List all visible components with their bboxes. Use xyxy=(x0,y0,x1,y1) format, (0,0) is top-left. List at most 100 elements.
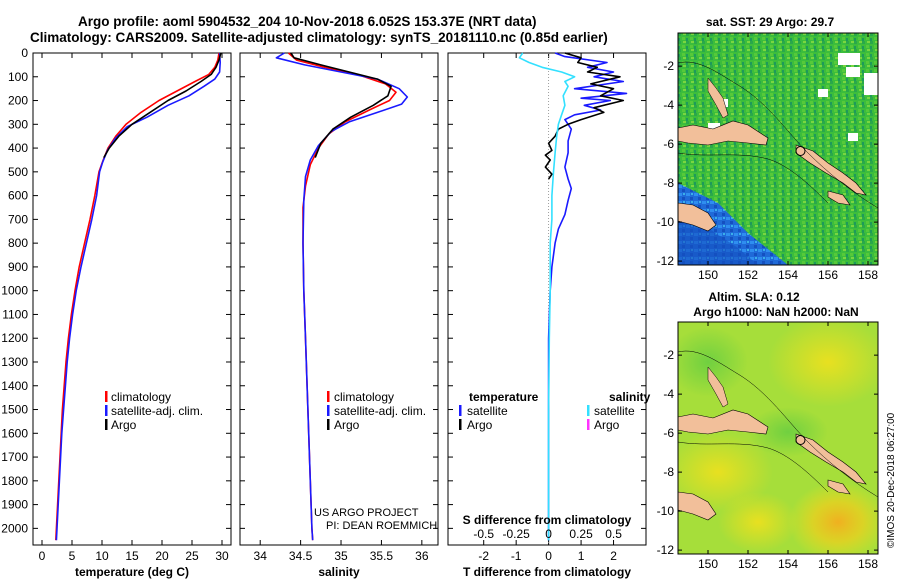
s-tick-label: -0.25 xyxy=(502,527,530,541)
depth-tick-label: 1600 xyxy=(1,426,28,440)
depth-tick-label: 1000 xyxy=(1,284,28,298)
map-x-tick-label: 150 xyxy=(698,557,718,571)
t-diff-xlabel: T difference from climatology xyxy=(463,565,631,579)
sst-map-title: sat. SST: 29 Argo: 29.7 xyxy=(706,15,835,29)
legend-swatch-climatology xyxy=(105,391,108,402)
series-satellite-adj-clim- xyxy=(275,52,409,541)
x-tick-label: 10 xyxy=(95,549,109,563)
s-tick-label: 0.25 xyxy=(569,527,593,541)
depth-tick-label: 400 xyxy=(8,141,28,155)
depth-tick-label: 1400 xyxy=(1,379,28,393)
x-tick-label: 20 xyxy=(155,549,169,563)
series-t-argo xyxy=(544,52,625,180)
depth-tick-label: 300 xyxy=(8,117,28,131)
map-y-tick-label: -8 xyxy=(663,176,674,190)
legend-satellite: satellite-adj. clim. xyxy=(334,404,426,418)
map-y-tick-label: -4 xyxy=(663,98,674,112)
difference-legend: temperature satellite Argo salinity sate… xyxy=(459,390,651,432)
x-tick-label: 1 xyxy=(578,549,585,563)
credit-line1: US ARGO PROJECT xyxy=(314,507,419,519)
credit-line2: PI: DEAN ROEMMICH xyxy=(326,520,437,532)
map-x-tick-label: 154 xyxy=(778,557,798,571)
map-x-tick-label: 156 xyxy=(818,557,838,571)
legend-swatch-satellite xyxy=(327,405,330,416)
depth-tick-label: 100 xyxy=(8,70,28,84)
s-tick-label: -0.5 xyxy=(473,527,494,541)
argo-position-marker xyxy=(795,146,806,156)
map-x-tick-label: 158 xyxy=(858,268,878,282)
temperature-xlabel: temperature (deg C) xyxy=(75,565,189,579)
x-tick-label: 2 xyxy=(610,549,617,563)
sst-map-panel: sat. SST: 29 Argo: 29.7 150 152 154 156 158 -… xyxy=(657,15,879,282)
depth-tick-label: 1900 xyxy=(1,498,28,512)
depth-tick-label: 1200 xyxy=(1,331,28,345)
sla-map xyxy=(678,322,878,554)
series-argo xyxy=(290,52,392,158)
legend-swatch-satellite xyxy=(105,405,108,416)
sla-map-title1: Altim. SLA: 0.12 xyxy=(708,290,800,304)
depth-tick-label: 900 xyxy=(8,260,28,274)
map-y-tick-label: -8 xyxy=(663,465,674,479)
map-x-tick-label: 156 xyxy=(818,268,838,282)
series-t-satellite xyxy=(547,52,628,541)
depth-tick-label: 1800 xyxy=(1,474,28,488)
legend-argo: Argo xyxy=(334,418,360,432)
legend-t-satellite: satellite xyxy=(467,404,508,418)
map-y-tick-label: -4 xyxy=(663,387,674,401)
depth-tick-label: 200 xyxy=(8,94,28,108)
s-tick-label: 0 xyxy=(545,527,552,541)
x-tick-label: -1 xyxy=(511,549,522,563)
temperature-panel: 0 5 10 15 20 25 30 0 100 200 300 400 500 600 700 800 90… xyxy=(1,46,232,579)
x-tick-label: 35 xyxy=(334,549,348,563)
series-satellite-adj-clim- xyxy=(55,52,221,541)
legend-swatch-t-argo xyxy=(459,419,462,430)
map-y-tick-label: -12 xyxy=(657,254,675,268)
map-x-tick-label: 158 xyxy=(858,557,878,571)
map-y-tick-label: -2 xyxy=(663,348,674,362)
legend-swatch-argo xyxy=(105,419,108,430)
difference-panel: -2 -1 0 1 2 -0.5 -0.25 0 0.25 0.5 S difference f… xyxy=(447,52,651,579)
argo-position-marker xyxy=(795,435,806,445)
legend-swatch-s-satellite xyxy=(587,405,590,416)
temperature-legend: climatology satellite-adj. clim. Argo xyxy=(105,390,203,432)
depth-tick-label: 2000 xyxy=(1,521,28,535)
map-y-tick-label: -12 xyxy=(657,543,675,557)
map-x-tick-label: 152 xyxy=(738,268,758,282)
x-tick-label: 0 xyxy=(39,549,46,563)
legend-temperature-header: temperature xyxy=(469,390,539,404)
legend-s-satellite: satellite xyxy=(594,404,635,418)
s-diff-xlabel: S difference from climatology xyxy=(463,513,632,527)
map-y-tick-label: -10 xyxy=(657,504,675,518)
salinity-diff-ticks: -0.5 -0.25 0 0.25 0.5 xyxy=(473,527,622,541)
depth-tick-label: 800 xyxy=(8,236,28,250)
depth-tick-label: 1300 xyxy=(1,355,28,369)
legend-climatology: climatology xyxy=(111,390,171,404)
x-tick-label: 34.5 xyxy=(289,549,313,563)
map-y-tick-label: -2 xyxy=(663,59,674,73)
x-tick-label: 25 xyxy=(185,549,199,563)
depth-tick-label: 1500 xyxy=(1,403,28,417)
map-y-tick-label: -6 xyxy=(663,426,674,440)
legend-t-argo: Argo xyxy=(467,418,493,432)
s-tick-label: 0.5 xyxy=(605,527,622,541)
salinity-xlabel: salinity xyxy=(318,565,360,579)
legend-swatch-argo xyxy=(327,419,330,430)
x-tick-label: -2 xyxy=(478,549,489,563)
map-x-tick-label: 154 xyxy=(778,268,798,282)
x-tick-label: 15 xyxy=(125,549,139,563)
x-tick-label: 30 xyxy=(215,549,229,563)
salinity-legend: climatology satellite-adj. clim. Argo xyxy=(327,390,426,432)
figure-title-line1: Argo profile: aoml 5904532_204 10-Nov-20… xyxy=(78,14,536,29)
depth-tick-label: 700 xyxy=(8,212,28,226)
series-climatology xyxy=(55,52,220,541)
sla-map-panel: Altim. SLA: 0.12 Argo h1000: NaN h2000: … xyxy=(657,290,879,571)
legend-satellite: satellite-adj. clim. xyxy=(111,404,203,418)
series-argo xyxy=(103,52,222,158)
x-tick-label: 34 xyxy=(254,549,268,563)
depth-tick-label: 600 xyxy=(8,189,28,203)
legend-swatch-t-satellite xyxy=(459,405,462,416)
series-s-satellite xyxy=(518,52,576,541)
legend-swatch-s-argo xyxy=(587,419,590,430)
sla-map-title2: Argo h1000: NaN h2000: NaN xyxy=(693,305,858,319)
